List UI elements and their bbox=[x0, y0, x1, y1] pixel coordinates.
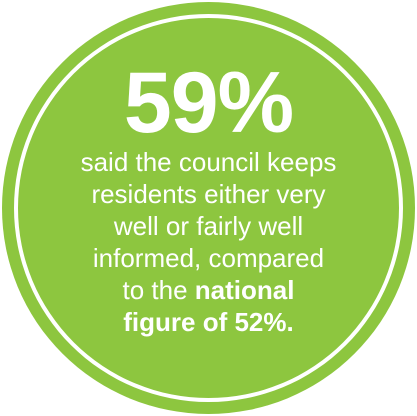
white-ring bbox=[14, 14, 403, 402]
stat-description: said the council keeps residents either … bbox=[40, 146, 377, 338]
description-line-4: informed, compared bbox=[92, 243, 325, 273]
description-line-3: well or fairly well bbox=[113, 211, 304, 241]
description-line-5-bold: national bbox=[194, 275, 295, 305]
description-line-6-bold: figure of 52%. bbox=[123, 307, 294, 337]
stat-percentage: 59% bbox=[123, 55, 294, 151]
description-line-1: said the council keeps bbox=[80, 147, 337, 177]
badge-content: 59% said the council keeps residents eit… bbox=[40, 60, 377, 338]
description-line-2: residents either very bbox=[91, 179, 326, 209]
description-line-5-prefix: to the bbox=[122, 275, 195, 305]
